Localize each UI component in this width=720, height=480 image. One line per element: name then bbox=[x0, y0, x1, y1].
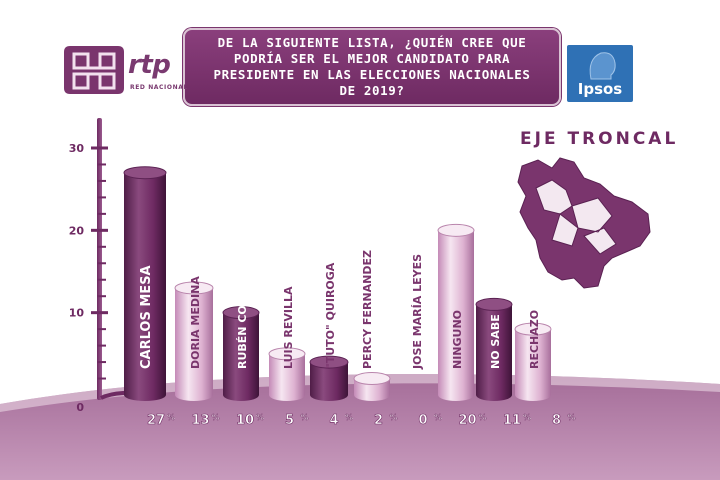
bar-body bbox=[476, 304, 512, 395]
y-tick-mark bbox=[91, 146, 108, 150]
bar-base bbox=[175, 389, 213, 401]
category-label: PERCY FERNANDEZ bbox=[361, 250, 374, 369]
category-label: DORIA MEDINA bbox=[189, 276, 202, 369]
value-unit: % bbox=[167, 413, 175, 422]
y-minor-tick bbox=[97, 245, 106, 248]
rtp-logo-icon bbox=[64, 46, 124, 94]
value-label: 2 bbox=[374, 413, 383, 428]
question-banner: DE LA SIGUIENTE LISTA, ¿QUIÉN CREE QUE P… bbox=[183, 28, 561, 106]
value-label: 4 bbox=[329, 413, 338, 428]
category-label: NO SABE bbox=[489, 314, 502, 369]
bar-base bbox=[476, 389, 512, 401]
value-label: 10 bbox=[236, 413, 254, 428]
bar-cap bbox=[222, 306, 260, 320]
bar-cap bbox=[475, 297, 513, 311]
value-unit: % bbox=[478, 413, 486, 422]
category-label: LUIS REVILLA bbox=[282, 286, 295, 369]
bar-base bbox=[223, 389, 259, 401]
bar-base bbox=[310, 389, 348, 401]
pollster-logo: Ipsos bbox=[567, 45, 633, 102]
bar-cap bbox=[123, 166, 167, 180]
region-label: EJE TRONCAL bbox=[520, 129, 679, 149]
bar-1: DORIA MEDINA bbox=[174, 276, 214, 401]
bar-7: NINGUNO bbox=[437, 223, 475, 401]
bar-9: RECHAZO bbox=[514, 310, 552, 401]
value-label: 11 bbox=[503, 413, 521, 428]
bar-base bbox=[515, 389, 551, 401]
bar-body bbox=[438, 230, 474, 395]
value-unit: % bbox=[256, 413, 264, 422]
head-profile-icon bbox=[589, 52, 616, 80]
y-minor-tick bbox=[97, 344, 106, 347]
value-unit: % bbox=[300, 413, 308, 422]
bar-cap bbox=[514, 322, 552, 336]
bar-base bbox=[438, 389, 474, 401]
bar-body bbox=[223, 312, 259, 395]
y-tick-label: 30 bbox=[69, 142, 85, 155]
y-minor-tick bbox=[97, 262, 106, 265]
bar-4: "TUTO" QUIROGA bbox=[309, 262, 349, 401]
y-minor-tick bbox=[97, 163, 106, 166]
bolivia-map-regions bbox=[535, 179, 617, 255]
bar-5: PERCY FERNANDEZ bbox=[353, 250, 391, 401]
y-minor-tick bbox=[97, 212, 106, 215]
y-tick-mark bbox=[91, 228, 108, 232]
bar-cap bbox=[353, 372, 391, 386]
value-label: 13 bbox=[191, 413, 209, 428]
y-minor-tick bbox=[97, 179, 106, 182]
value-label: 8 bbox=[552, 413, 561, 428]
bar-cap bbox=[309, 355, 349, 369]
bar-cap bbox=[174, 281, 214, 295]
category-label: RECHAZO bbox=[528, 310, 541, 369]
bar-base bbox=[124, 389, 166, 401]
value-unit: % bbox=[434, 413, 442, 422]
y-tick-label: 0 bbox=[76, 401, 84, 414]
bar-2: RUBÉN COSTAS bbox=[222, 274, 260, 401]
y-minor-tick bbox=[97, 278, 106, 281]
bar-body bbox=[124, 172, 166, 395]
bar-body bbox=[175, 287, 213, 395]
value-unit: % bbox=[567, 413, 575, 422]
value-label: 20 bbox=[458, 413, 476, 428]
bar-base bbox=[354, 389, 390, 401]
category-label: NINGUNO bbox=[451, 310, 464, 369]
value-label: 5 bbox=[285, 413, 294, 428]
y-axis-line bbox=[97, 118, 102, 400]
value-label: 27 bbox=[147, 413, 165, 428]
bar-0: CARLOS MESA bbox=[123, 166, 167, 401]
channel-logo-text: rtp bbox=[128, 50, 171, 80]
category-label: JOSE MARÍA LEYES bbox=[411, 254, 424, 370]
bar-body bbox=[515, 329, 551, 395]
y-tick-label: 10 bbox=[69, 307, 85, 320]
y-tick-mark bbox=[91, 311, 108, 315]
bar-6: JOSE MARÍA LEYES bbox=[411, 254, 424, 370]
y-minor-tick bbox=[97, 328, 106, 331]
bar-cap bbox=[268, 347, 306, 361]
y-minor-tick bbox=[97, 196, 106, 199]
bar-8: NO SABE bbox=[475, 297, 513, 401]
value-unit: % bbox=[523, 413, 531, 422]
channel-logo-subtitle: RED NACIONAL bbox=[130, 84, 188, 91]
bar-body bbox=[269, 353, 305, 395]
y-tick-label: 20 bbox=[69, 224, 85, 237]
value-unit: % bbox=[389, 413, 397, 422]
pollster-logo-text: Ipsos bbox=[577, 80, 623, 98]
category-label: CARLOS MESA bbox=[139, 265, 154, 369]
value-unit: % bbox=[211, 413, 219, 422]
bar-3: LUIS REVILLA bbox=[268, 286, 306, 401]
y-minor-tick bbox=[97, 295, 106, 298]
category-label: RUBÉN COSTAS bbox=[236, 274, 249, 369]
bolivia-map bbox=[517, 157, 651, 289]
value-unit: % bbox=[345, 413, 353, 422]
question-text: DE LA SIGUIENTE LISTA, ¿QUIÉN CREE QUE P… bbox=[213, 35, 531, 98]
category-label: "TUTO" QUIROGA bbox=[324, 262, 337, 369]
y-minor-tick bbox=[97, 361, 106, 364]
value-label: 0 bbox=[418, 413, 427, 428]
y-minor-tick bbox=[97, 377, 106, 380]
bar-base bbox=[269, 389, 305, 401]
bar-cap bbox=[437, 223, 475, 237]
